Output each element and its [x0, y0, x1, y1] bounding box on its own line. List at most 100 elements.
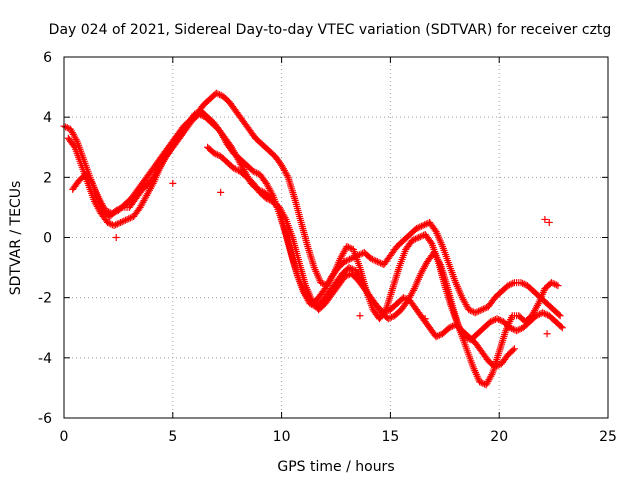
chart-title: Day 024 of 2021, Sidereal Day-to-day VTE… — [49, 22, 612, 38]
data-point-track-b — [552, 281, 560, 289]
data-point-track-d — [262, 194, 270, 202]
data-point-track-b — [112, 221, 120, 229]
ticks-layer — [63, 56, 609, 419]
marks-layer — [60, 89, 566, 389]
data-point-track-d — [492, 362, 500, 370]
data-point-track-c — [411, 235, 419, 243]
data-point-track-d — [210, 149, 218, 157]
data-point-track-b — [70, 142, 78, 150]
data-point-track-c — [214, 90, 222, 98]
data-point-track-d — [494, 361, 502, 369]
data-point-track-b — [409, 286, 417, 294]
data-point-track-a — [481, 304, 489, 312]
data-point-track-a — [341, 258, 349, 266]
data-point-track-b — [554, 282, 562, 290]
data-point-track-c — [105, 208, 113, 216]
data-point-track-c — [495, 315, 503, 323]
grid-layer — [64, 57, 608, 418]
data-point-track-a — [414, 224, 422, 232]
data-point-track-c — [101, 206, 109, 214]
data-point-track-c — [496, 316, 504, 324]
data-point-track-a — [372, 257, 380, 265]
data-point-track-d — [435, 331, 443, 339]
data-point-track-a — [413, 224, 421, 232]
data-point-track-a — [347, 255, 355, 263]
data-point-track-b — [120, 217, 128, 225]
data-point-track-b — [198, 112, 206, 120]
data-point-track-c — [317, 279, 325, 287]
data-point-track-c — [488, 317, 496, 325]
data-point-track-c — [408, 237, 416, 245]
data-point-outliers — [356, 312, 364, 320]
data-point-track-c — [343, 243, 351, 251]
data-point-track-d — [233, 166, 241, 174]
data-point-track-a — [517, 279, 525, 287]
data-point-track-a — [466, 306, 474, 314]
data-point-track-c — [540, 309, 548, 317]
data-point-track-c — [535, 310, 543, 318]
data-point-track-c — [557, 323, 565, 331]
y-tick-label: 4 — [43, 110, 52, 126]
data-point-track-a — [555, 311, 563, 319]
data-point-track-a — [475, 307, 483, 315]
data-point-track-c — [514, 326, 522, 334]
data-point-track-d — [447, 323, 455, 331]
data-point-track-b — [110, 221, 118, 229]
data-point-track-a — [249, 167, 257, 175]
data-point-track-d — [434, 332, 442, 340]
data-point-track-b — [121, 216, 129, 224]
data-point-track-a — [346, 255, 354, 263]
data-point-track-c — [532, 312, 540, 320]
data-point-track-c — [539, 309, 547, 317]
data-point-track-a — [344, 256, 352, 264]
data-point-track-c — [509, 325, 517, 333]
data-point-track-a — [556, 312, 564, 320]
data-point-track-b — [547, 279, 555, 287]
data-point-track-b — [386, 314, 394, 322]
tick-labels-layer: 0 5 10 15 20 25 -6 -4 -2 0 2 4 6 — [38, 50, 617, 445]
data-point-track-a — [367, 255, 375, 263]
data-point-track-c — [216, 91, 224, 99]
y-tick-label: -4 — [38, 351, 52, 367]
data-point-track-a — [507, 280, 515, 288]
x-tick-label: 15 — [381, 429, 399, 445]
data-point-track-d — [491, 363, 499, 371]
data-point-track-a — [370, 256, 378, 264]
data-point-track-d — [382, 308, 390, 316]
data-point-track-c — [486, 318, 494, 326]
data-point-track-a — [471, 309, 479, 317]
data-point-track-d — [510, 345, 518, 353]
data-point-track-d — [445, 324, 453, 332]
data-point-track-c — [283, 172, 291, 180]
data-point-track-a — [421, 221, 429, 229]
data-point-track-d — [380, 309, 388, 317]
data-point-outliers — [112, 234, 120, 241]
data-point-track-c — [413, 234, 421, 242]
data-point-outliers — [169, 179, 177, 187]
data-point-track-c — [410, 236, 418, 244]
data-point-track-b — [476, 378, 484, 386]
data-point-track-a — [473, 308, 481, 316]
data-point-track-a — [419, 221, 427, 229]
data-point-track-b — [126, 214, 134, 222]
data-point-track-b — [551, 280, 559, 288]
data-point-track-c — [110, 209, 118, 217]
data-point-track-d — [401, 294, 409, 302]
data-point-outliers — [217, 188, 225, 196]
data-point-track-c — [329, 271, 337, 279]
data-point-track-a — [476, 306, 484, 314]
data-point-outliers — [541, 215, 549, 223]
data-point-track-b — [533, 301, 541, 309]
x-tick-label: 25 — [599, 429, 617, 445]
data-point-track-b — [113, 220, 121, 228]
data-point-track-a — [375, 258, 383, 266]
data-point-outliers — [421, 315, 429, 323]
data-point-track-c — [490, 316, 498, 324]
data-point-track-a — [506, 281, 514, 289]
x-tick-label: 0 — [60, 429, 69, 445]
data-point-track-a — [62, 123, 70, 131]
data-point-track-d — [264, 195, 272, 203]
data-point-track-b — [123, 215, 131, 223]
